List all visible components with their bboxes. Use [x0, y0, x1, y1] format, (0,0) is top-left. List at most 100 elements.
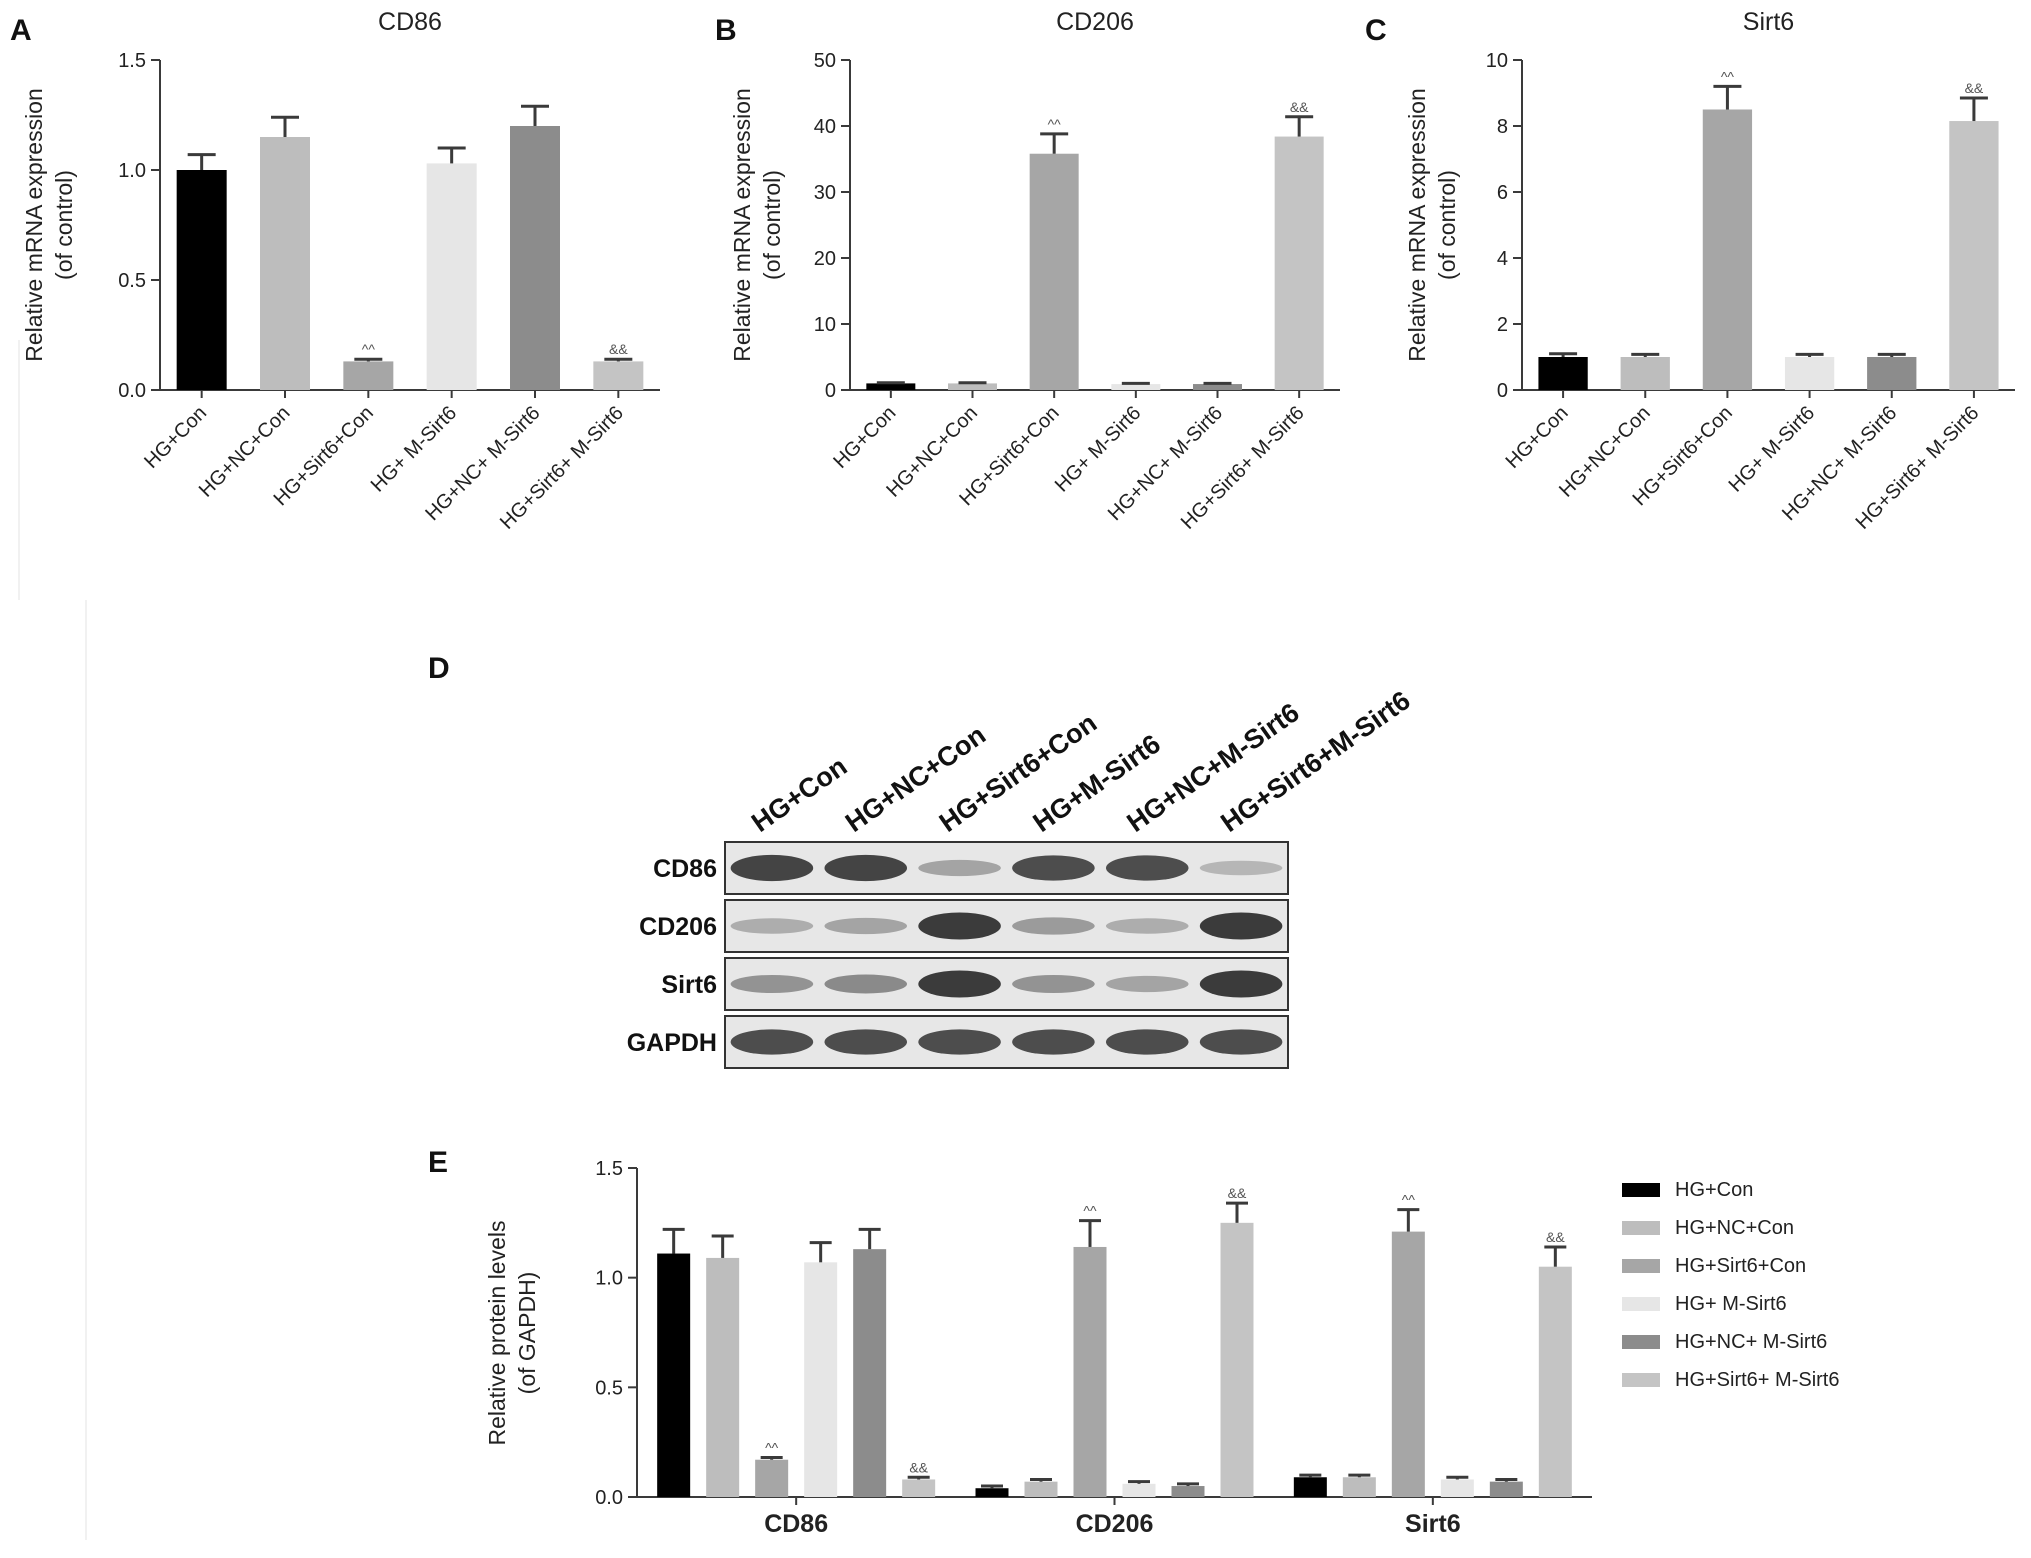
- y-tick-label: 10: [1486, 50, 1508, 72]
- blot-row-label: CD86: [653, 855, 717, 883]
- bar: [1620, 357, 1670, 390]
- significance-mark: &&: [1290, 99, 1309, 115]
- y-tick-label: 40: [814, 116, 836, 138]
- legend-swatch: [1622, 1335, 1660, 1349]
- y-axis-label: Relative mRNA expression (of control): [729, 88, 785, 362]
- y-tick-label: 6: [1497, 182, 1508, 204]
- y-tick-label: 1.0: [118, 160, 146, 182]
- legend-swatch: [1622, 1221, 1660, 1235]
- bar: [804, 1262, 838, 1497]
- y-axis-label-line: (of control): [51, 170, 77, 280]
- bar: [1111, 384, 1161, 390]
- y-tick-label: 2: [1497, 314, 1508, 336]
- x-tick-label: Sirt6: [1405, 1510, 1461, 1538]
- blot-band: [824, 854, 908, 882]
- chart-panel-e: 0.0 0.5 1.0 1.5 Relative protein levels (of G…: [484, 1158, 1839, 1538]
- significance-mark: ^^: [1048, 116, 1062, 132]
- bar: [1029, 153, 1079, 390]
- significance-mark: &&: [1546, 1229, 1565, 1245]
- bar: [1440, 1479, 1474, 1497]
- significance-mark: ^^: [362, 341, 376, 357]
- y-axis-label-line: (of control): [1434, 170, 1460, 280]
- x-tick-label: CD206: [1076, 1510, 1154, 1538]
- chart-title: Sirt6: [1743, 8, 1794, 36]
- blot-band: [1012, 855, 1095, 881]
- bar: [426, 163, 477, 390]
- y-tick-label: 4: [1497, 248, 1508, 270]
- blot-band: [918, 912, 1001, 940]
- y-tick-label: 10: [814, 314, 836, 336]
- bar: [755, 1459, 789, 1497]
- y-tick-label: 1.5: [118, 50, 146, 72]
- panel-label-e: E: [428, 1146, 448, 1179]
- faint-divider: [85, 600, 87, 1540]
- significance-mark: &&: [1228, 1185, 1247, 1201]
- blot-band: [1105, 1029, 1189, 1055]
- bar: [1193, 384, 1242, 390]
- panel-label-d: D: [428, 652, 450, 685]
- blot-band: [1199, 912, 1283, 940]
- blot-band: [1105, 975, 1189, 993]
- y-tick-label: 30: [814, 182, 836, 204]
- legend-label: HG+NC+ M-Sirt6: [1675, 1331, 1827, 1353]
- blot-row-label: GAPDH: [627, 1029, 717, 1057]
- blot-band: [918, 859, 1001, 877]
- x-tick-label: HG+ M-Sirt6: [367, 402, 462, 497]
- chart-panel-a: 0.0 0.5 1.0 1.5 Relative mRNA expression (of …: [21, 8, 660, 534]
- faint-divider: [18, 340, 20, 600]
- blot-band: [1012, 1029, 1095, 1055]
- chart-title: CD206: [1056, 8, 1134, 36]
- bar: [657, 1253, 691, 1497]
- blot-band: [1012, 974, 1095, 994]
- bar: [1538, 1266, 1572, 1497]
- bar: [343, 361, 394, 390]
- bar: [593, 361, 644, 390]
- legend-label: HG+Sirt6+ M-Sirt6: [1675, 1369, 1839, 1391]
- blot-lane-label: HG+Con: [746, 751, 852, 838]
- blot-lane-label: HG+NC+M-Sirt6: [1121, 697, 1304, 838]
- blot-band: [730, 918, 814, 934]
- blot-band: [1105, 918, 1189, 934]
- blot-strip: [724, 899, 1289, 953]
- y-axis-label-line: Relative mRNA expression: [21, 88, 47, 362]
- bar: [1342, 1477, 1376, 1497]
- y-axis-label-line: (of control): [759, 170, 785, 280]
- y-tick-label: 0.0: [595, 1487, 623, 1509]
- y-tick-label: 0: [825, 380, 836, 402]
- blot-row-label: Sirt6: [661, 971, 717, 999]
- blot-band: [1199, 970, 1283, 998]
- y-tick-label: 0.5: [595, 1377, 623, 1399]
- bar: [1024, 1481, 1058, 1497]
- blot-band: [730, 974, 814, 994]
- bar: [1274, 136, 1324, 390]
- x-tick-label: HG+Con: [140, 402, 211, 473]
- y-tick-label: 20: [814, 248, 836, 270]
- x-tick-label: HG+Con: [1502, 402, 1573, 473]
- significance-mark: ^^: [1083, 1203, 1097, 1219]
- legend-label: HG+Sirt6+Con: [1675, 1255, 1806, 1277]
- bar: [1220, 1222, 1254, 1497]
- blot-band: [1199, 860, 1283, 876]
- bar: [866, 383, 916, 390]
- significance-mark: ^^: [1402, 1192, 1416, 1208]
- blot-band: [918, 970, 1001, 998]
- blot-band: [824, 1029, 908, 1055]
- bar: [1784, 357, 1835, 390]
- y-axis-label-line: Relative mRNA expression: [1404, 88, 1430, 362]
- blot-band: [1012, 917, 1095, 935]
- bar: [1538, 357, 1588, 390]
- bar: [176, 170, 227, 390]
- panel-label-a: A: [10, 14, 32, 47]
- bar: [902, 1479, 936, 1497]
- legend-label: HG+Con: [1675, 1179, 1753, 1201]
- y-axis-label: Relative protein levels (of GAPDH): [484, 1220, 540, 1445]
- blot-row-label: CD206: [639, 913, 717, 941]
- bar: [853, 1249, 887, 1497]
- legend-swatch: [1622, 1259, 1660, 1273]
- panel-label-c: C: [1365, 14, 1387, 47]
- y-tick-label: 0.0: [118, 380, 146, 402]
- y-tick-label: 50: [814, 50, 836, 72]
- legend-label: HG+ M-Sirt6: [1675, 1293, 1787, 1315]
- legend-swatch: [1622, 1373, 1660, 1387]
- y-tick-label: 1.0: [595, 1268, 623, 1290]
